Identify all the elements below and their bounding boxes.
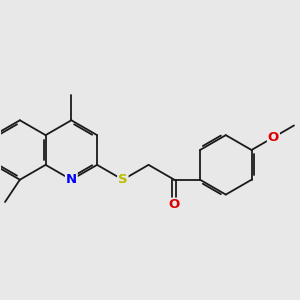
Text: O: O: [169, 199, 180, 212]
Text: S: S: [118, 173, 128, 186]
Text: N: N: [66, 173, 77, 186]
Text: O: O: [268, 131, 279, 144]
